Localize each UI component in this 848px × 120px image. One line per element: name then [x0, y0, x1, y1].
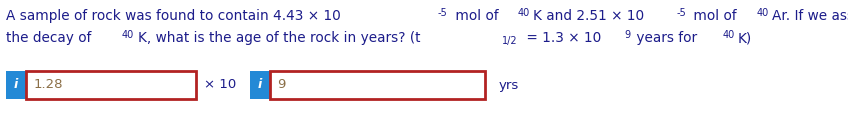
Text: K): K): [738, 31, 752, 45]
Text: 40: 40: [122, 30, 134, 40]
Bar: [249, 71, 270, 99]
Text: yrs: yrs: [499, 78, 519, 91]
Text: A sample of rock was found to contain 4.43 × 10: A sample of rock was found to contain 4.…: [6, 9, 341, 23]
Bar: [270, 71, 484, 99]
Text: mol of: mol of: [450, 9, 503, 23]
Text: K and 2.51 × 10: K and 2.51 × 10: [533, 9, 644, 23]
Bar: [6, 71, 26, 99]
Text: -5: -5: [438, 8, 448, 18]
Text: 40: 40: [722, 30, 734, 40]
Bar: [26, 71, 196, 99]
Text: i: i: [14, 78, 18, 91]
Text: i: i: [258, 78, 262, 91]
Text: K, what is the age of the rock in years? (t: K, what is the age of the rock in years?…: [137, 31, 420, 45]
Text: years for: years for: [633, 31, 702, 45]
Text: 1/2: 1/2: [502, 36, 518, 46]
Text: 9: 9: [624, 30, 631, 40]
Text: -5: -5: [677, 8, 687, 18]
Text: × 10: × 10: [204, 78, 237, 91]
Text: the decay of: the decay of: [6, 31, 96, 45]
Text: 9: 9: [277, 78, 286, 91]
Text: 40: 40: [756, 8, 769, 18]
Text: 1.28: 1.28: [34, 78, 64, 91]
Text: 40: 40: [517, 8, 530, 18]
Text: mol of: mol of: [689, 9, 741, 23]
Text: = 1.3 × 10: = 1.3 × 10: [522, 31, 601, 45]
Text: Ar. If we assume that all of the: Ar. If we assume that all of the: [773, 9, 848, 23]
